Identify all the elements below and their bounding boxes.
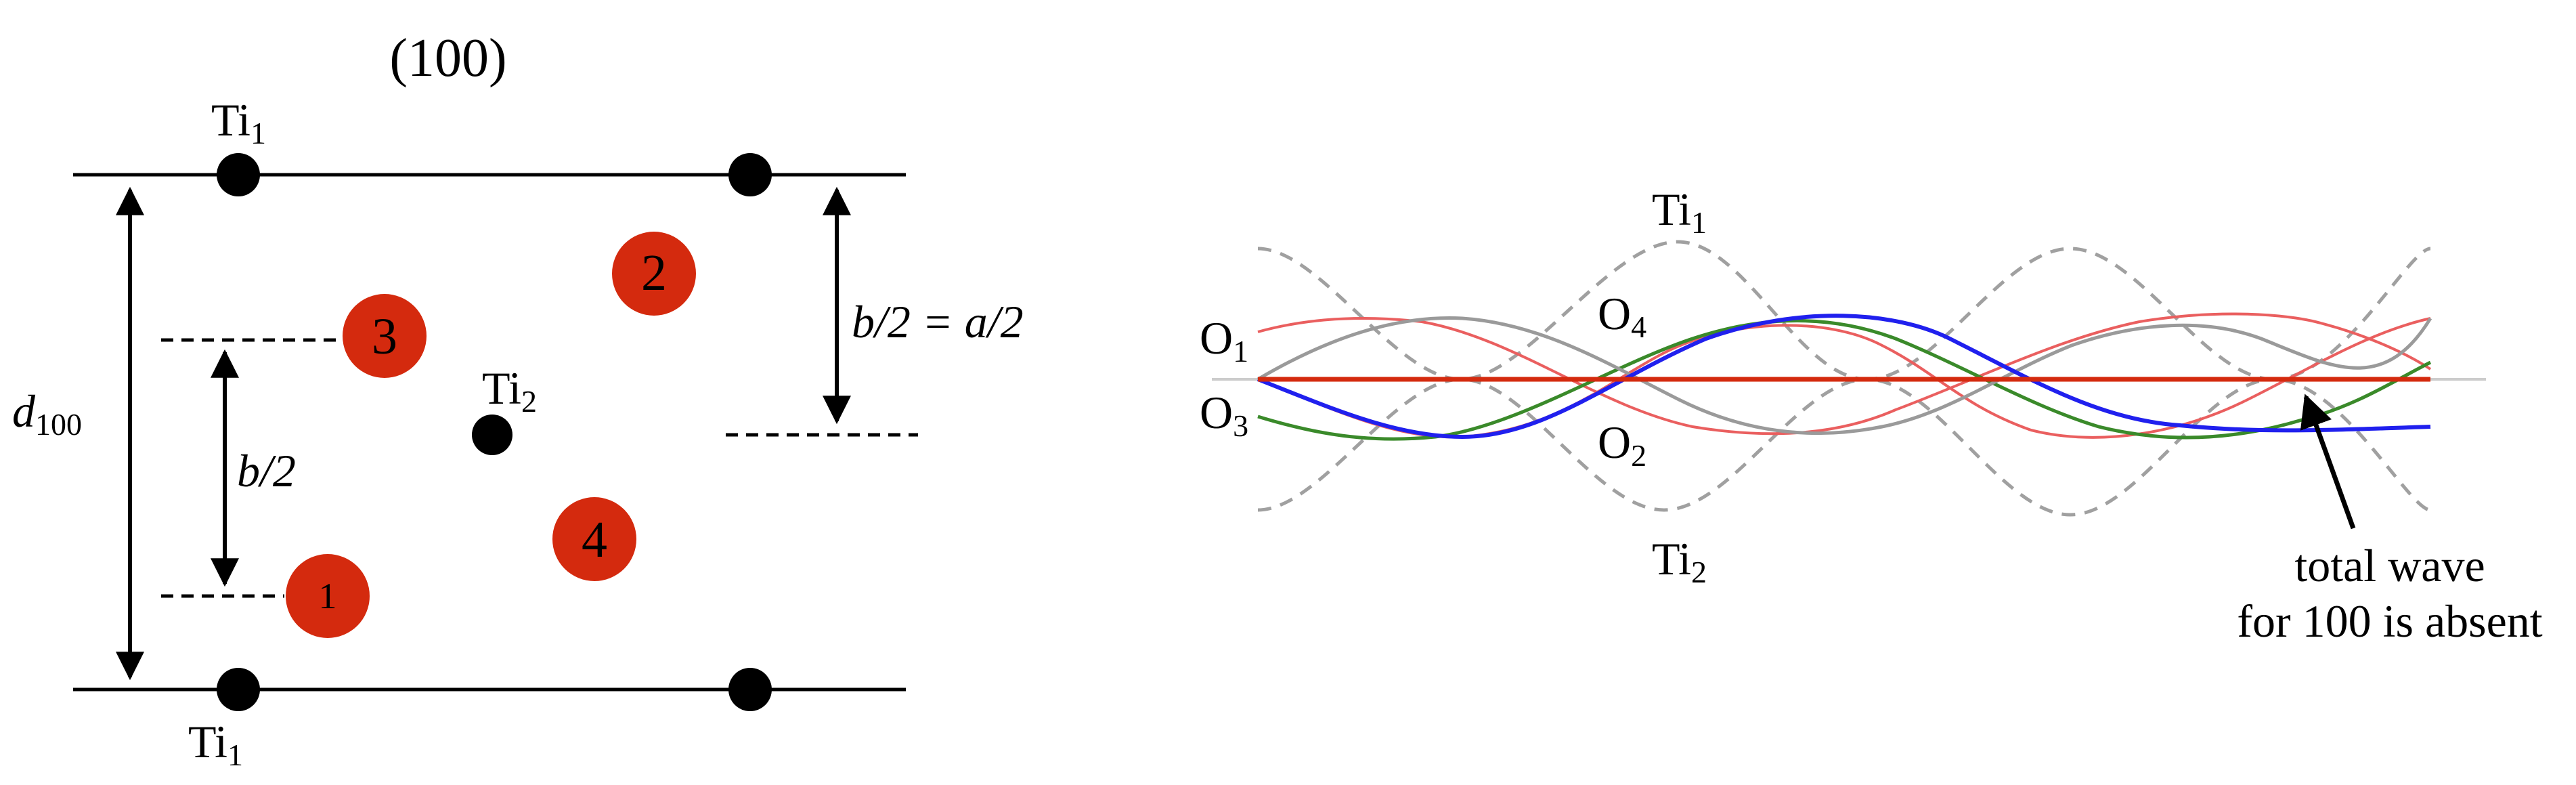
o1-wave-label: O1: [1200, 312, 1248, 368]
o4-wave: [1257, 316, 2432, 436]
ti1-atom-top-right: [728, 153, 772, 196]
annotation-arrow: [2300, 394, 2356, 530]
o1-wave: [1257, 312, 2432, 436]
half-b-eq-label: b/2 = a/2: [852, 296, 1024, 347]
ti1-atom-bottom-left: [217, 668, 260, 711]
ti2-label: Ti2: [482, 362, 537, 419]
blue-wave: [1257, 314, 2431, 440]
oxygen-atom-1: 1: [286, 554, 370, 638]
plane-title: (100): [389, 28, 506, 88]
oxygen-atom-1-number: 1: [319, 576, 337, 616]
ti1-atom-bottom-right: [728, 668, 772, 711]
annotation-line-1: total wave: [2294, 540, 2485, 591]
ti2-atom: [472, 415, 512, 455]
half-b-label: b/2: [237, 445, 296, 496]
o3-wave-label: O3: [1200, 387, 1248, 443]
oxygen-atom-4-number: 4: [582, 511, 607, 568]
oxygen-atom-2-number: 2: [641, 245, 667, 301]
ti2-wave-label: Ti2: [1652, 533, 1707, 589]
wave-panel: Ti1 Ti2 O1 O3 O4 O2 total wave for 100 i…: [1200, 184, 2543, 647]
d100-label: d100: [12, 385, 82, 442]
unit-cell-panel: (100) Ti1 Ti1 Ti2 d100 b/2 b/2 = a/2 1: [12, 28, 1024, 772]
o2-wave-label: O2: [1598, 417, 1646, 473]
annotation-line-2: for 100 is absent: [2237, 595, 2542, 647]
o4-wave-label: O4: [1598, 288, 1646, 344]
ti1-wave-label: Ti1: [1652, 184, 1707, 240]
oxygen-atom-3: 3: [343, 294, 427, 378]
oxygen-atom-4: 4: [552, 497, 636, 581]
oxygen-atom-2: 2: [612, 232, 696, 316]
ti1-atom-top-left: [217, 153, 260, 196]
ti1-bottom-label: Ti1: [188, 716, 243, 772]
ti1-top-label: Ti1: [211, 94, 266, 150]
oxygen-atom-3-number: 3: [372, 308, 397, 365]
